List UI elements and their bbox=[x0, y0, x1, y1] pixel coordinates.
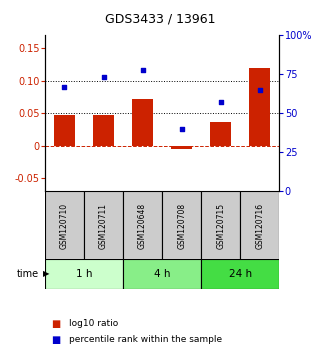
Bar bbox=[132, 99, 153, 146]
Text: GDS3433 / 13961: GDS3433 / 13961 bbox=[105, 12, 216, 25]
Text: 24 h: 24 h bbox=[229, 269, 252, 279]
Text: GSM120716: GSM120716 bbox=[255, 202, 264, 249]
Text: time: time bbox=[16, 269, 39, 279]
Bar bbox=[45, 259, 123, 289]
Bar bbox=[201, 191, 240, 260]
Point bbox=[257, 87, 262, 93]
Bar bbox=[45, 191, 84, 260]
Bar bbox=[249, 68, 271, 146]
Text: GSM120648: GSM120648 bbox=[138, 202, 147, 249]
Bar bbox=[84, 191, 123, 260]
Bar bbox=[171, 146, 192, 149]
Point bbox=[62, 84, 67, 90]
Text: 1 h: 1 h bbox=[76, 269, 92, 279]
Text: 4 h: 4 h bbox=[154, 269, 170, 279]
Bar bbox=[240, 191, 279, 260]
Point bbox=[101, 75, 106, 80]
Bar bbox=[201, 259, 279, 289]
Text: log10 ratio: log10 ratio bbox=[69, 319, 118, 329]
Text: GSM120715: GSM120715 bbox=[216, 202, 225, 249]
Text: GSM120711: GSM120711 bbox=[99, 203, 108, 249]
Point bbox=[218, 99, 223, 105]
Text: GSM120708: GSM120708 bbox=[177, 202, 186, 249]
Text: ▶: ▶ bbox=[43, 269, 50, 279]
Bar bbox=[162, 191, 201, 260]
Point bbox=[140, 67, 145, 73]
Bar bbox=[123, 259, 201, 289]
Bar bbox=[93, 115, 114, 146]
Text: GSM120710: GSM120710 bbox=[60, 202, 69, 249]
Text: ■: ■ bbox=[51, 335, 61, 345]
Bar bbox=[54, 115, 75, 146]
Text: ■: ■ bbox=[51, 319, 61, 329]
Point bbox=[179, 126, 184, 132]
Bar bbox=[210, 122, 231, 146]
Bar bbox=[123, 191, 162, 260]
Text: percentile rank within the sample: percentile rank within the sample bbox=[69, 335, 222, 344]
